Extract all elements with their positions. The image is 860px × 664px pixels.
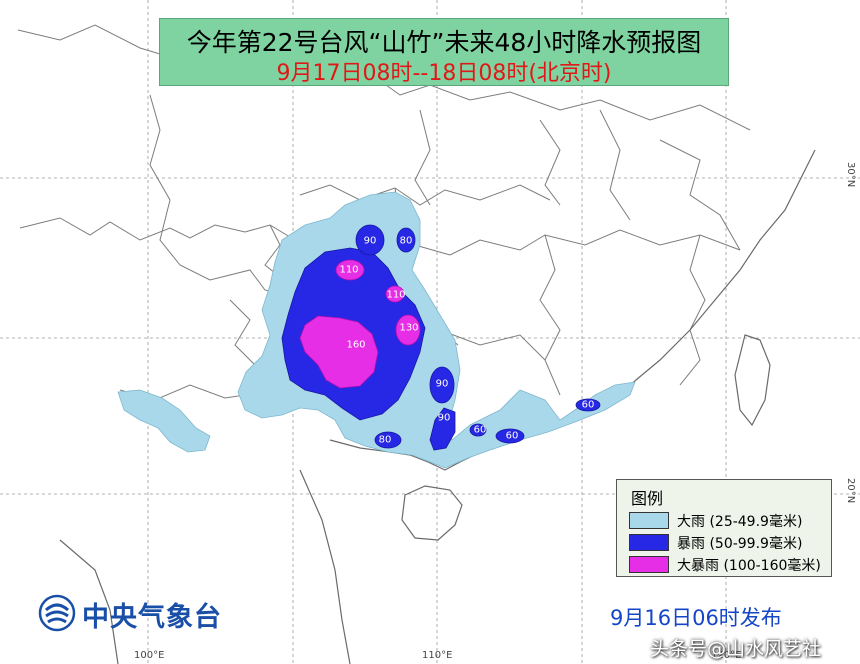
- rain-value-label: 130: [399, 322, 419, 334]
- legend-label: 大暴雨 (100-160毫米): [677, 558, 821, 574]
- legend-swatch-severe-rainstorm: [629, 556, 669, 573]
- legend-label: 大雨 (25-49.9毫米): [677, 514, 803, 530]
- rain-value-label: 80: [399, 235, 413, 247]
- rain-value-label: 110: [339, 264, 359, 276]
- watermark-text: 头条号@山水风艺社: [650, 638, 822, 660]
- rain-value-label: 80: [378, 434, 392, 446]
- legend-swatch-heavy-rain: [629, 512, 669, 529]
- title-banner: 今年第22号台风“山竹”未来48小时降水预报图 9月17日08时--18日08时…: [159, 18, 729, 86]
- issue-time: 9月16日06时发布: [610, 606, 782, 630]
- latitude-label: 30°N: [845, 162, 856, 188]
- legend: 图例 大雨 (25-49.9毫米) 暴雨 (50-99.9毫米) 大暴雨 (10…: [616, 479, 832, 577]
- map-title: 今年第22号台风“山竹”未来48小时降水预报图: [186, 28, 702, 57]
- longitude-label: 100°E: [134, 650, 165, 661]
- latitude-label: 20°N: [845, 478, 856, 504]
- legend-title: 图例: [631, 489, 664, 508]
- cma-logo-icon: [38, 594, 76, 632]
- rain-value-label: 110: [386, 289, 406, 301]
- rain-value-label: 60: [505, 430, 519, 442]
- rain-value-label: 90: [363, 235, 377, 247]
- rain-value-label: 160: [346, 339, 366, 351]
- agency-name: 中央气象台: [82, 602, 222, 633]
- legend-item: 暴雨 (50-99.9毫米): [629, 531, 829, 553]
- agency-branding: 中央气象台: [38, 594, 268, 634]
- longitude-label: 110°E: [422, 650, 453, 661]
- rain-value-label: 60: [581, 399, 595, 411]
- rain-value-label: 60: [473, 424, 487, 436]
- severe-rainstorm-zone: [299, 259, 421, 389]
- rain-value-label: 90: [435, 378, 449, 390]
- legend-swatch-rainstorm: [629, 534, 669, 551]
- legend-item: 大暴雨 (100-160毫米): [629, 553, 829, 575]
- rain-value-label: 90: [437, 412, 451, 424]
- legend-label: 暴雨 (50-99.9毫米): [677, 536, 803, 552]
- map-subtitle: 9月17日08时--18日08时(北京时): [276, 61, 612, 86]
- legend-item: 大雨 (25-49.9毫米): [629, 509, 829, 531]
- longitude-label: 120°E: [711, 650, 742, 661]
